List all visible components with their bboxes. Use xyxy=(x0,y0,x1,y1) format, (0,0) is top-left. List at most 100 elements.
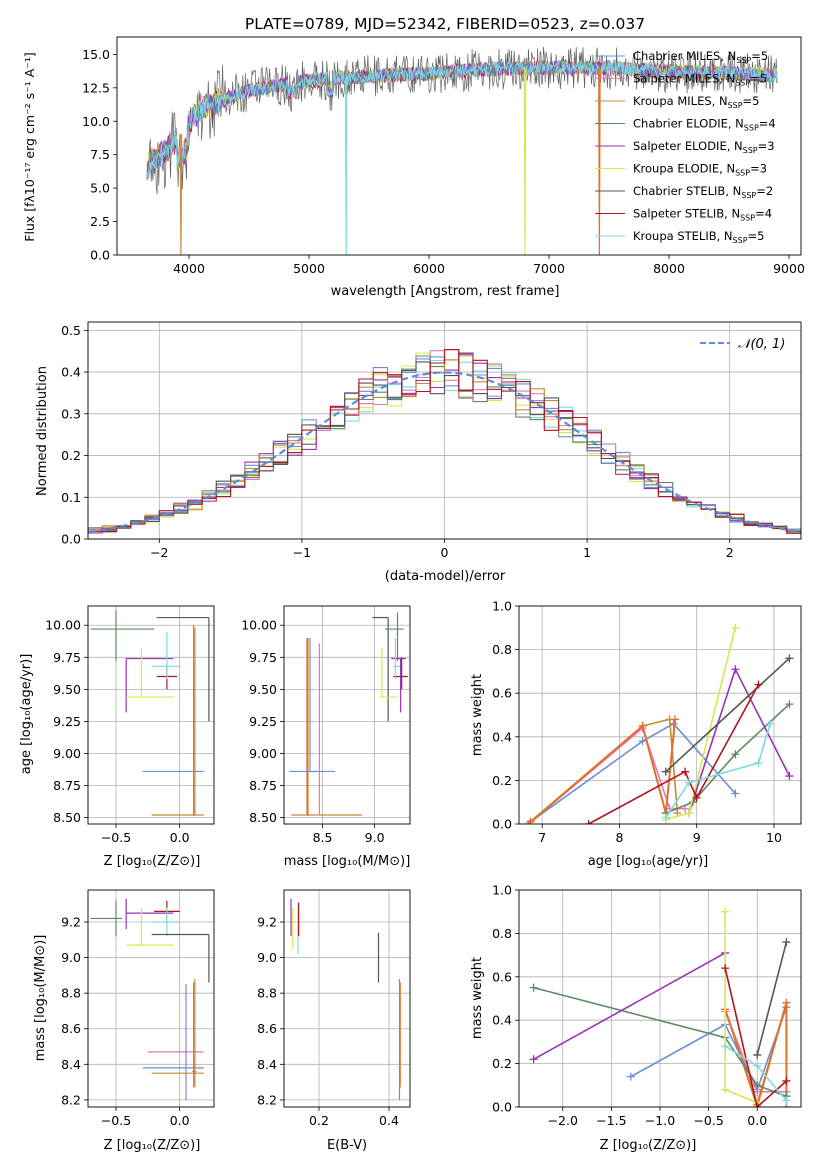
weight-vs-z-plot-area: −2.0 −1.5 −1.0 −0.5 0.0 0.0 0.2 0.4 0.6 0.8 1.0 xyxy=(492,883,802,1128)
weight-point-marker xyxy=(671,715,680,724)
y-tick-label: 0.8 xyxy=(492,926,512,941)
legend-label-subscript: SSP xyxy=(744,124,759,133)
weight-point-marker xyxy=(753,1081,762,1090)
histogram-series-line xyxy=(88,349,801,535)
gaussian-curve xyxy=(88,371,801,533)
y-tick-label: 8.4 xyxy=(257,1057,277,1072)
axes-frame xyxy=(283,889,411,1108)
weight-point-marker xyxy=(782,1076,791,1085)
residual-ylabel: Normed distribution xyxy=(35,366,50,496)
weight-series-line xyxy=(756,941,788,1056)
y-tick-label: 1.0 xyxy=(492,599,512,614)
residual-plot-area: −2 −1 0 1 2 0.0 0.1 0.2 0.3 0.4 0.5 xyxy=(61,321,802,560)
x-tick-label: 4000 xyxy=(173,261,205,276)
weight-point-marker xyxy=(785,772,794,781)
clipped-layer xyxy=(290,898,401,1100)
legend-label-subscript: SSP xyxy=(733,236,748,245)
weight-point-marker xyxy=(661,813,670,822)
axes-frame xyxy=(87,889,215,1108)
y-tick-label: 10.0 xyxy=(82,114,110,129)
legend-label: Salpeter STELIB, NSSP=4 xyxy=(633,207,772,223)
weight-point-marker xyxy=(785,654,794,663)
weight-vs-z-panel: −2.0 −1.5 −1.0 −0.5 0.0 0.0 0.2 0.4 0.6 0.8 1.0 Z … xyxy=(470,883,802,1153)
y-tick-label: 0.0 xyxy=(492,1100,512,1115)
axes-frame xyxy=(87,605,215,825)
y-tick-label: 0.3 xyxy=(61,406,81,421)
x-tick-label: −1 xyxy=(293,545,311,560)
y-tick-label: 0.4 xyxy=(492,1013,512,1028)
spectrum-ylabel: Flux [fλ10⁻¹⁷ erg cm⁻² s⁻¹ A⁻¹] xyxy=(22,52,37,241)
legend-label-text: Kroupa MILES, N xyxy=(633,94,728,108)
y-tick-label: 0.8 xyxy=(492,642,512,657)
x-tick-label: 5000 xyxy=(293,261,325,276)
legend-label-value: =2 xyxy=(756,184,773,198)
legend-label-value: =4 xyxy=(755,207,772,221)
weight-point-marker xyxy=(766,719,775,728)
y-tick-label: 8.8 xyxy=(257,986,277,1001)
y-tick-label: 8.6 xyxy=(61,1021,81,1036)
y-tick-label: 9.2 xyxy=(257,915,277,930)
mass-vs-ebv-plot-area: 0.2 0.4 8.2 8.4 8.6 8.8 9.0 9.2 xyxy=(257,889,411,1128)
y-tick-label: 8.8 xyxy=(61,986,81,1001)
y-tick-label: 8.2 xyxy=(257,1092,277,1107)
x-tick-label: 8000 xyxy=(653,261,685,276)
x-tick-label: 0 xyxy=(441,545,449,560)
y-tick-label: 0.2 xyxy=(61,448,81,463)
weight-point-marker xyxy=(753,1103,762,1107)
y-tick-label: 9.75 xyxy=(53,650,81,665)
weight-point-marker xyxy=(584,820,593,824)
axes-frame xyxy=(283,605,411,825)
y-tick-label: 8.4 xyxy=(61,1057,81,1072)
weight-point-marker xyxy=(721,1042,730,1051)
spectrum-dip-line xyxy=(523,68,527,255)
weight-point-marker xyxy=(721,964,730,973)
legend-label-text: Salpeter MILES, N xyxy=(633,72,735,86)
age-vs-mass-panel: 8.5 9.0 8.50 8.75 9.00 9.25 9.50 9.75 10.00 mass… xyxy=(241,605,411,869)
legend-label-subscript: SSP xyxy=(728,101,743,110)
legend-label-subscript: SSP xyxy=(743,146,758,155)
legend-label-value: =4 xyxy=(759,117,776,131)
residual-panel: −2 −1 0 1 2 0.0 0.1 0.2 0.3 0.4 0.5 (data-model)/e… xyxy=(35,321,802,584)
spectrum-series-line xyxy=(146,46,778,195)
weight-vs-age-xlabel: age [log₁₀(age/yr)] xyxy=(588,854,709,869)
mass-vs-ebv-xlabel: E(B-V) xyxy=(327,1138,367,1153)
legend-label-text: Salpeter ELODIE, N xyxy=(633,139,743,153)
legend-label: Salpeter MILES, NSSP=5 xyxy=(633,72,767,88)
y-tick-label: 0.4 xyxy=(61,365,81,380)
y-tick-label: 9.2 xyxy=(61,915,81,930)
residual-xlabel: (data-model)/error xyxy=(385,569,506,584)
clipped-layer xyxy=(529,907,791,1107)
legend-label-value: =5 xyxy=(750,72,767,86)
legend-label-value: =5 xyxy=(751,49,768,63)
x-tick-label: 0.0 xyxy=(170,830,190,845)
legend-label-text: Chabrier MILES, N xyxy=(633,49,736,63)
weight-series-line xyxy=(724,1002,788,1107)
clipped-layer xyxy=(146,46,778,255)
mass-vs-z-plot-area: −0.5 0.0 8.2 8.4 8.6 8.8 9.0 9.2 xyxy=(61,889,215,1128)
mass-vs-z-ylabel: mass [log₁₀(M/M⊙)] xyxy=(33,935,48,1062)
legend-label-text: Kroupa ELODIE, N xyxy=(633,162,735,176)
weight-point-marker xyxy=(753,1061,762,1070)
clipped-layer xyxy=(524,623,794,824)
weight-point-marker xyxy=(526,817,535,824)
y-tick-label: 9.50 xyxy=(249,682,277,697)
x-tick-label: 6000 xyxy=(413,261,445,276)
x-tick-label: 2 xyxy=(726,545,734,560)
mass-vs-z-panel: −0.5 0.0 8.2 8.4 8.6 8.8 9.0 9.2 Z [log₁₀(Z/Z⊙)… xyxy=(33,889,215,1153)
legend-label-value: =5 xyxy=(743,94,760,108)
x-tick-label: −2 xyxy=(150,545,168,560)
x-tick-label: −0.5 xyxy=(101,830,131,845)
weight-vs-z-xlabel: Z [log₁₀(Z/Z⊙)] xyxy=(600,1138,697,1153)
weight-series-line xyxy=(665,657,790,773)
weight-point-marker xyxy=(692,793,701,802)
y-tick-label: 8.50 xyxy=(249,810,277,825)
age-vs-z-plot-area: −0.5 0.0 8.50 8.75 9.00 9.25 9.50 9.75 10.00 xyxy=(45,605,215,845)
weight-point-marker xyxy=(721,907,730,916)
legend-label-subscript: SSP xyxy=(735,169,750,178)
mass-vs-ebv-panel: 0.2 0.4 8.2 8.4 8.6 8.8 9.0 9.2 E(B-V) xyxy=(257,889,411,1153)
y-tick-label: 0.4 xyxy=(492,729,512,744)
x-tick-label: 0.2 xyxy=(309,1113,329,1128)
weight-point-marker xyxy=(782,998,791,1007)
weight-point-marker xyxy=(785,700,794,709)
